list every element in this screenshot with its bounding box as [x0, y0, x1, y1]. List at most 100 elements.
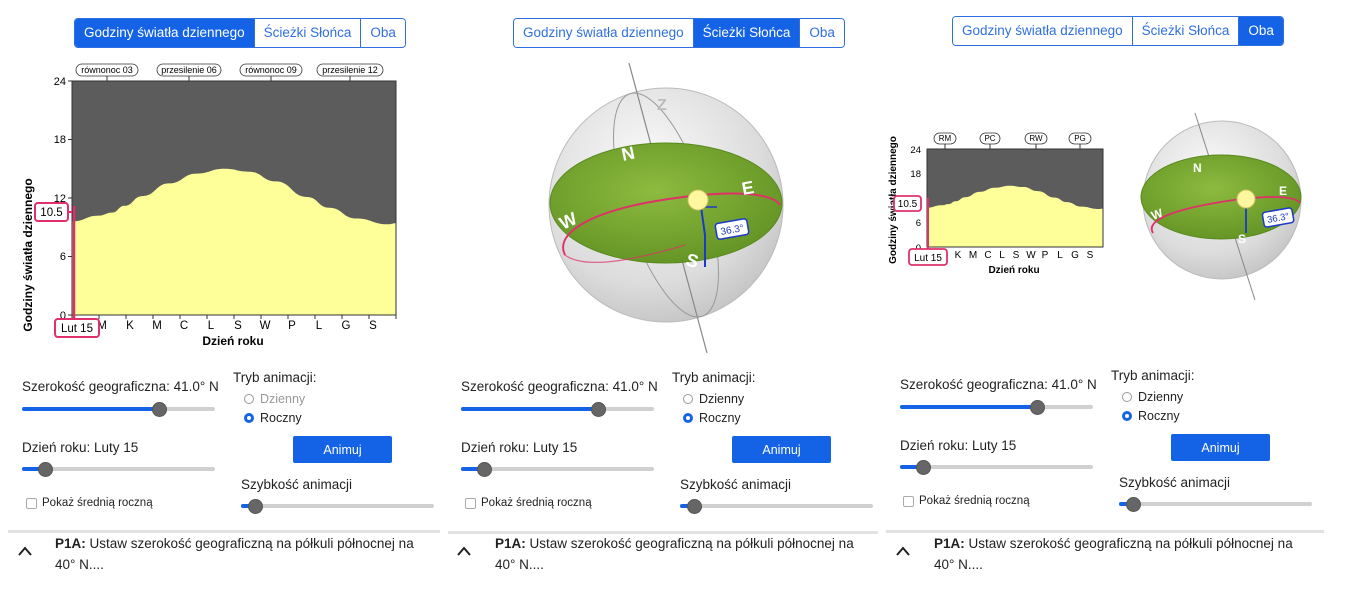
date-marker-box[interactable] [54, 318, 100, 338]
panel-both: Godziny światła dziennego Ścieżki Słońca… [880, 0, 1356, 605]
value-marker-label: 10.5 [40, 207, 62, 219]
date-marker-label: Lut 15 [914, 253, 942, 264]
day-label: Dzień roku: Luty 15 [461, 440, 578, 455]
y-tick: 6 [60, 251, 66, 263]
speed-label: Szybkość animacji [680, 477, 792, 492]
sun-icon[interactable] [687, 189, 709, 211]
latitude-slider[interactable] [22, 402, 215, 417]
day-slider[interactable] [900, 460, 1093, 475]
radio-yearly[interactable]: Roczny [1122, 409, 1180, 423]
month-letters: K M C L S W P L G S [955, 250, 1094, 261]
south-label: S [684, 250, 701, 272]
radio-daily[interactable]: Dzienny [683, 392, 744, 406]
animate-button[interactable]: Animuj [1171, 434, 1270, 461]
event-labels: RM PC RW PG [933, 132, 1092, 149]
daylight-chart: Godziny światła dziennego równonoc 03 pr… [21, 63, 397, 345]
day-slider[interactable] [22, 462, 215, 477]
south-label: S [1238, 232, 1246, 246]
month-letter: S [234, 320, 242, 332]
prompt-id: P1A: [55, 536, 86, 551]
month-letter: W [260, 320, 271, 332]
sun-icon[interactable] [1236, 189, 1256, 209]
animate-button[interactable]: Animuj [732, 436, 831, 463]
month-letter: K [955, 250, 962, 261]
panel-sun-paths: Godziny światła dziennego Ścieżki Słońca… [440, 0, 880, 605]
event-labels: równonoc 03 przesilenie 06 równonoc 09 p… [75, 63, 384, 81]
chevron-up-icon[interactable] [896, 545, 910, 559]
radio-yearly[interactable]: Roczny [683, 411, 741, 425]
speed-slider[interactable] [241, 499, 434, 514]
direction-labels: N E W S Z [556, 97, 755, 272]
prompt-text: P1A: Ustaw szerokość geograficzną na pół… [55, 533, 435, 575]
prompt-text: P1A: Ustaw szerokość geograficzną na pół… [934, 533, 1314, 575]
horizon-plane[interactable] [1140, 154, 1302, 240]
view-tabs: Godziny światła dziennego Ścieżki Słońca… [513, 18, 845, 48]
tab-both[interactable]: Oba [800, 19, 844, 47]
date-marker-box[interactable] [908, 248, 948, 266]
month-letter: C [180, 320, 188, 332]
tab-daylight-hours[interactable]: Godziny światła dziennego [75, 19, 255, 47]
speed-slider[interactable] [680, 499, 873, 514]
speed-slider-thumb[interactable] [1125, 497, 1141, 512]
celestial-sphere: N E W S Z 36.3° [548, 62, 784, 354]
radio-daily[interactable]: Dzienny [244, 392, 305, 406]
chevron-up-icon[interactable] [18, 545, 32, 559]
tab-sun-paths[interactable]: Ścieżki Słońca [254, 19, 362, 47]
latitude-slider-thumb[interactable] [591, 402, 607, 417]
radio-daily[interactable]: Dzienny [1122, 390, 1183, 404]
horizon-plane[interactable] [549, 142, 783, 264]
latitude-label: Szerokość geograficzna: 41.0° N [22, 379, 219, 394]
tab-sun-paths[interactable]: Ścieżki Słońca [693, 19, 801, 47]
chevron-up-icon[interactable] [457, 545, 471, 559]
divider [448, 531, 878, 534]
divider [8, 530, 440, 533]
tab-sun-paths[interactable]: Ścieżki Słońca [1132, 17, 1240, 45]
radio-yearly-label: Roczny [1138, 409, 1180, 423]
speed-slider-thumb[interactable] [247, 499, 263, 514]
checkbox-box[interactable] [465, 497, 476, 509]
y-tick: 18 [54, 134, 66, 146]
month-letter: K [126, 320, 134, 332]
day-slider-thumb[interactable] [916, 460, 932, 475]
radio-yearly-label: Roczny [260, 411, 302, 425]
show-average-checkbox[interactable]: Pokaż średnią roczną [465, 497, 592, 509]
tab-both[interactable]: Oba [361, 19, 405, 47]
latitude-slider[interactable] [461, 402, 654, 417]
radio-yearly-label: Roczny [699, 411, 741, 425]
prompt-id: P1A: [495, 536, 526, 551]
tab-daylight-hours[interactable]: Godziny światła dziennego [953, 17, 1133, 45]
speed-slider[interactable] [1119, 497, 1312, 512]
show-average-checkbox[interactable]: Pokaż średnią roczną [903, 495, 1030, 507]
tab-both[interactable]: Oba [1239, 17, 1283, 45]
y-ticks: 24 18 12 6 0 [54, 76, 72, 322]
speed-slider-thumb[interactable] [686, 499, 702, 514]
show-average-checkbox[interactable]: Pokaż średnią roczną [26, 497, 153, 509]
radio-daily-label: Dzienny [1138, 390, 1184, 404]
altitude-box [1261, 207, 1295, 228]
show-average-label: Pokaż średnią roczną [919, 495, 1030, 507]
anim-mode-label: Tryb animacji: [672, 370, 756, 385]
day-slider-thumb[interactable] [38, 462, 54, 477]
prompt-body: Ustaw szerokość geograficzną na półkuli … [934, 536, 1293, 572]
daylight-area [72, 168, 396, 315]
event-label-december: PG [1074, 134, 1086, 143]
animate-button[interactable]: Animuj [293, 436, 392, 463]
tab-daylight-hours[interactable]: Godziny światła dziennego [514, 19, 694, 47]
checkbox-box[interactable] [903, 495, 914, 507]
speed-label: Szybkość animacji [1119, 475, 1231, 490]
event-label-march: równonoc 03 [81, 65, 133, 75]
y-tick: 24 [910, 145, 921, 156]
latitude-slider-thumb[interactable] [152, 402, 168, 417]
radio-yearly[interactable]: Roczny [244, 411, 302, 425]
month-letter: M [152, 320, 162, 332]
west-label: W [556, 208, 580, 233]
speed-label: Szybkość animacji [241, 477, 353, 492]
checkbox-box[interactable] [26, 497, 37, 509]
month-letter: L [1057, 250, 1063, 261]
day-slider-thumb[interactable] [477, 462, 493, 477]
month-letters: M K M C L S W P L G S [97, 320, 377, 332]
prompt-body: Ustaw szerokość geograficzną na półkuli … [495, 536, 854, 572]
latitude-slider[interactable] [900, 400, 1093, 415]
latitude-slider-thumb[interactable] [1030, 400, 1046, 415]
day-slider[interactable] [461, 462, 654, 477]
